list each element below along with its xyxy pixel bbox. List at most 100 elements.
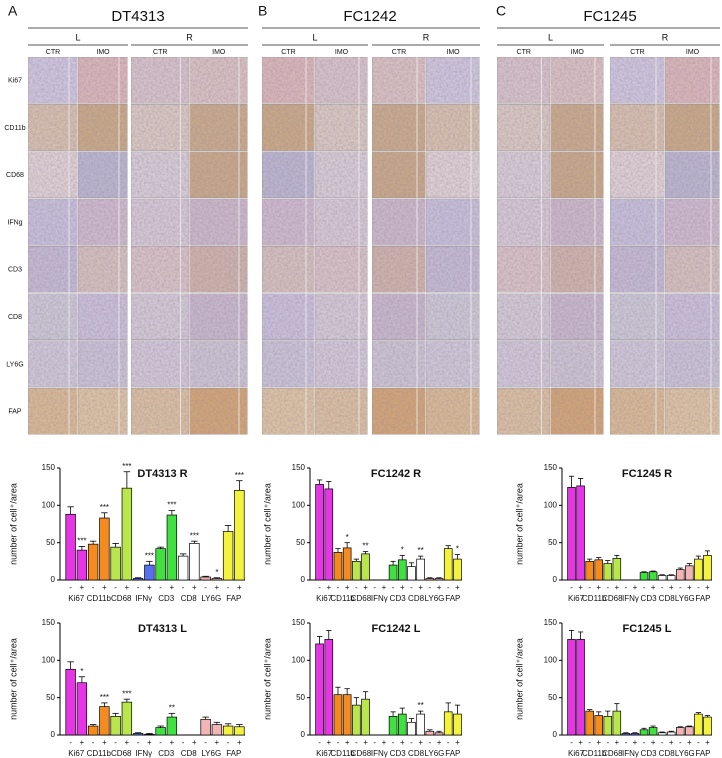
micrograph bbox=[77, 56, 128, 104]
micrograph bbox=[496, 198, 551, 246]
micrograph bbox=[130, 293, 190, 340]
bar bbox=[361, 698, 370, 736]
y-tick-label: 0 bbox=[553, 730, 558, 739]
x-tick-label: + bbox=[687, 583, 692, 592]
bar bbox=[425, 730, 435, 736]
x-tick-label: - bbox=[679, 583, 682, 592]
group-label: FAP bbox=[226, 749, 241, 758]
x-tick-label: + bbox=[400, 583, 405, 592]
y-tick-label: 100 bbox=[292, 655, 306, 664]
x-tick-label: + bbox=[326, 583, 331, 592]
x-tick-label: - bbox=[643, 583, 646, 592]
x-tick-label: - bbox=[588, 738, 591, 747]
x-tick-label: + bbox=[192, 583, 197, 592]
micrograph bbox=[77, 340, 128, 388]
group-label: Ki67 bbox=[68, 594, 85, 603]
bar bbox=[685, 726, 694, 736]
group-label: CD3 bbox=[158, 594, 175, 603]
micrograph bbox=[27, 104, 78, 151]
micrograph bbox=[261, 293, 315, 340]
panel-letter: B bbox=[258, 3, 267, 19]
group-label: CD68 bbox=[351, 594, 372, 603]
x-tick-label: + bbox=[102, 738, 107, 747]
chart-title: FC1245 L bbox=[623, 623, 672, 635]
micrograph bbox=[371, 387, 426, 435]
x-tick-label: - bbox=[570, 738, 573, 747]
bar bbox=[666, 731, 676, 736]
bar bbox=[685, 565, 694, 581]
micrograph bbox=[425, 340, 480, 388]
x-tick-label: - bbox=[679, 738, 682, 747]
x-tick-label: - bbox=[355, 738, 358, 747]
micrograph bbox=[130, 340, 190, 388]
bar bbox=[352, 560, 361, 581]
bar bbox=[315, 643, 324, 736]
bar bbox=[703, 716, 712, 736]
y-tick-label: 50 bbox=[296, 538, 305, 547]
micrograph bbox=[609, 56, 665, 104]
column-label: CTR bbox=[281, 49, 295, 56]
group-label: CD8 bbox=[659, 749, 676, 758]
column-label: IMO bbox=[96, 49, 110, 56]
group-label: CD8 bbox=[408, 594, 425, 603]
x-tick-label: - bbox=[182, 583, 185, 592]
group-label: FAP bbox=[445, 594, 460, 603]
x-tick-label: + bbox=[170, 738, 175, 747]
bar bbox=[324, 639, 334, 736]
micrograph bbox=[664, 245, 720, 293]
bar bbox=[65, 513, 76, 581]
group-label: FAP bbox=[695, 594, 710, 603]
group-label: LY6G bbox=[675, 749, 695, 758]
micrograph bbox=[189, 56, 248, 104]
bar bbox=[315, 484, 324, 581]
micrograph bbox=[314, 198, 368, 246]
bar bbox=[425, 578, 435, 581]
significance: *** bbox=[190, 531, 199, 540]
micrograph bbox=[609, 387, 665, 435]
row-label: CD11b bbox=[4, 125, 25, 132]
bar bbox=[576, 639, 585, 736]
y-tick-label: 0 bbox=[51, 575, 56, 584]
x-tick-label: - bbox=[392, 738, 395, 747]
bar bbox=[76, 682, 88, 736]
right-label: R bbox=[662, 32, 669, 42]
x-tick-label: - bbox=[392, 583, 395, 592]
x-tick-label: + bbox=[615, 583, 620, 592]
bar bbox=[189, 543, 200, 581]
micrograph bbox=[130, 245, 190, 293]
x-tick-label: + bbox=[633, 738, 638, 747]
micrograph bbox=[130, 151, 190, 199]
group-label: CD11b bbox=[582, 594, 607, 603]
panel-letter: C bbox=[496, 3, 506, 19]
bar bbox=[333, 694, 343, 736]
y-tick-label: 150 bbox=[292, 463, 306, 472]
group-label: IFNγ bbox=[622, 749, 639, 758]
bar bbox=[155, 727, 166, 736]
bar bbox=[648, 727, 658, 736]
micrograph bbox=[189, 198, 248, 246]
bar bbox=[648, 571, 658, 581]
micrograph bbox=[314, 293, 368, 340]
micrograph bbox=[371, 245, 426, 293]
bar bbox=[121, 487, 133, 581]
y-axis-label: number of cell⁺/area bbox=[8, 483, 18, 565]
x-tick-label: - bbox=[643, 738, 646, 747]
bar bbox=[211, 578, 223, 581]
bar bbox=[416, 713, 425, 736]
bar bbox=[132, 578, 144, 581]
significance: * bbox=[401, 545, 404, 554]
bar bbox=[388, 715, 398, 736]
x-tick-label: - bbox=[318, 583, 321, 592]
group-label: CD8 bbox=[181, 749, 198, 758]
x-tick-label: - bbox=[182, 738, 185, 747]
bar bbox=[110, 715, 121, 736]
row-label: CD3 bbox=[8, 267, 22, 274]
bar bbox=[603, 715, 613, 736]
bar bbox=[324, 488, 334, 581]
bar bbox=[443, 548, 453, 581]
micrograph bbox=[371, 198, 426, 246]
significance: * bbox=[215, 568, 218, 577]
y-tick-label: 150 bbox=[42, 618, 56, 627]
micrograph bbox=[27, 198, 78, 246]
